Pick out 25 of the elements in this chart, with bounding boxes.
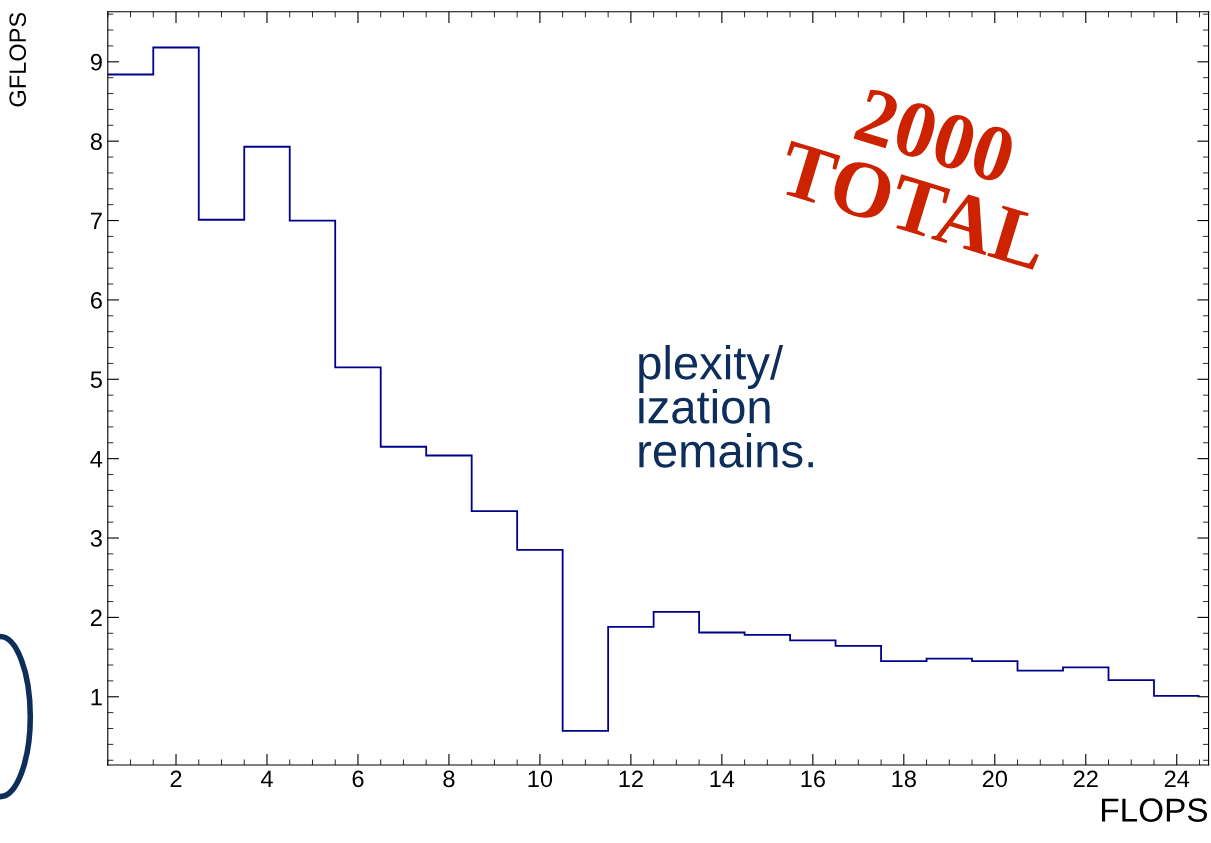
annotation: plexity/ ization remains. [639,344,813,468]
x-tick-label: 16 [801,770,825,788]
y-tick-label: 2 [90,609,102,626]
x-tick-label: 4 [260,770,273,787]
x-tick-label: 24 [1164,770,1190,787]
y-axis-title: GFLOPS [9,12,27,107]
x-tick-label: 22 [1073,770,1098,787]
x-tick-label: 20 [982,770,1007,788]
x-tick-label: 2 [170,770,182,787]
y-tick-label: 6 [90,291,102,309]
y-tick-label: 8 [90,133,102,150]
x-axis-title: FLOPS [1102,798,1208,822]
x-tick-label: 6 [352,770,364,788]
x-tick-label: 8 [443,770,455,788]
x-tick-label: 10 [528,770,553,788]
annotation: 2000 TOTAL [775,87,1050,271]
y-tick-label: 4 [90,450,103,468]
y-tick-label: 9 [90,53,102,71]
y-tick-label: 1 [91,689,102,706]
y-tick-label: 3 [90,530,102,547]
x-tick-label: 18 [892,770,916,788]
y-tick-label: 7 [91,212,102,230]
y-tick-label: 5 [90,371,102,389]
x-tick-label: 12 [619,770,643,787]
x-tick-label: 14 [710,770,735,787]
